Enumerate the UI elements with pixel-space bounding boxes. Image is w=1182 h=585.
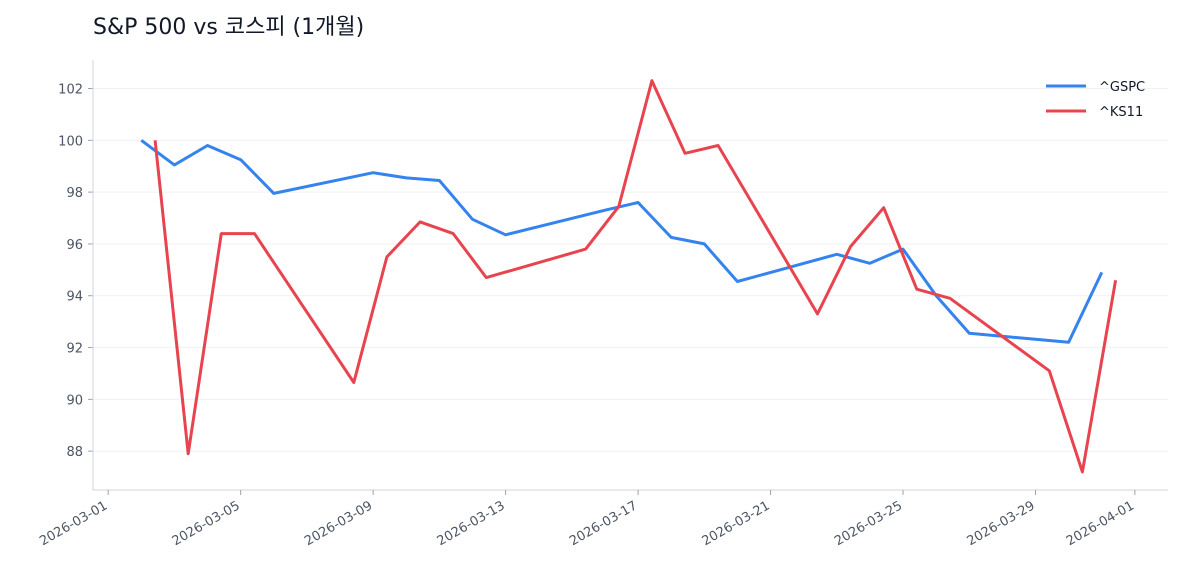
y-tick-label: 92: [66, 342, 83, 357]
line-series: [153, 79, 1118, 474]
x-tick-label: 2026-03-17: [567, 498, 640, 549]
legend-label: ^KS11: [1099, 105, 1143, 120]
y-tick-label: 98: [66, 186, 83, 201]
y-tick-label: 90: [66, 393, 83, 408]
x-tick-label: 2026-03-29: [965, 498, 1038, 549]
chart-title: S&P 500 vs 코스피 (1개월): [93, 15, 364, 40]
x-tick-label: 2026-03-25: [832, 498, 905, 549]
x-tick-label: 2026-03-13: [435, 498, 508, 549]
line-series: [140, 139, 1104, 344]
y-tick-label: 102: [58, 82, 83, 97]
y-tick-label: 88: [66, 445, 83, 460]
x-tick-label: 2026-03-05: [170, 498, 243, 549]
x-tick-label: 2026-04-01: [1064, 498, 1137, 549]
y-tick-label: 96: [66, 238, 83, 253]
x-tick-label: 2026-03-21: [700, 498, 773, 549]
legend-label: ^GSPC: [1099, 80, 1145, 95]
x-tick-label: 2026-03-01: [37, 498, 110, 549]
y-tick-label: 94: [66, 290, 83, 305]
y-tick-label: 100: [58, 134, 83, 149]
x-tick-label: 2026-03-09: [302, 498, 375, 549]
